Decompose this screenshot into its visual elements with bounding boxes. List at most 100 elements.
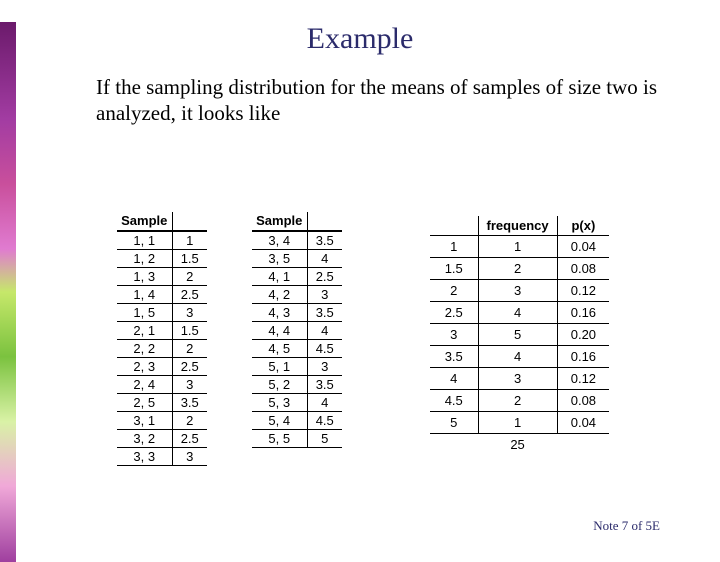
table-row: 5, 13	[252, 358, 342, 376]
table-row: 3, 12	[117, 412, 207, 430]
table-row: 2, 11.5	[117, 322, 207, 340]
table-row: 1, 42.5	[117, 286, 207, 304]
xbar-cell: 5	[430, 412, 478, 434]
sample-header-blank	[307, 212, 342, 231]
frequency-cell: 4	[478, 346, 557, 368]
sample-cell: 3, 3	[117, 448, 172, 466]
mean-cell: 2.5	[172, 430, 207, 448]
sample-cell: 1, 1	[117, 231, 172, 250]
sample-cell: 2, 3	[117, 358, 172, 376]
sample-cell: 5, 4	[252, 412, 307, 430]
frequency-cell: 1	[478, 412, 557, 434]
sample-cell: 4, 2	[252, 286, 307, 304]
mean-cell: 1	[172, 231, 207, 250]
xbar-cell: 4	[430, 368, 478, 390]
table-row: 3, 54	[252, 250, 342, 268]
table-row: 350.20	[430, 324, 609, 346]
table-row: 2, 32.5	[117, 358, 207, 376]
table-row: 5, 23.5	[252, 376, 342, 394]
table-row: 4, 33.5	[252, 304, 342, 322]
mean-cell: 4	[307, 250, 342, 268]
xbar-cell: 3	[430, 324, 478, 346]
table-row: 230.12	[430, 280, 609, 302]
freq-total-row: 25	[430, 434, 609, 456]
xbar-cell: 2.5	[430, 302, 478, 324]
mean-cell: 2	[172, 412, 207, 430]
sample-cell: 5, 3	[252, 394, 307, 412]
frequency-table: frequency p(x) 110.041.520.08230.122.540…	[430, 216, 609, 455]
mean-cell: 4.5	[307, 412, 342, 430]
sample-cell: 5, 1	[252, 358, 307, 376]
sample-cell: 1, 5	[117, 304, 172, 322]
frequency-cell: 1	[478, 236, 557, 258]
px-cell: 0.20	[557, 324, 609, 346]
table-row: 4, 44	[252, 322, 342, 340]
sample-table-left: Sample 1, 111, 21.51, 321, 42.51, 532, 1…	[117, 212, 207, 466]
table-row: 1, 32	[117, 268, 207, 286]
blank-cell	[430, 434, 478, 456]
sample-cell: 3, 2	[117, 430, 172, 448]
body-paragraph: If the sampling distribution for the mea…	[96, 74, 660, 127]
px-cell: 0.12	[557, 368, 609, 390]
sample-cell: 5, 5	[252, 430, 307, 448]
mean-cell: 2.5	[172, 286, 207, 304]
px-cell: 0.16	[557, 302, 609, 324]
px-cell: 0.04	[557, 236, 609, 258]
sample-cell: 3, 5	[252, 250, 307, 268]
sample-cell: 2, 1	[117, 322, 172, 340]
xbar-cell: 2	[430, 280, 478, 302]
frequency-cell: 3	[478, 368, 557, 390]
table-row: 510.04	[430, 412, 609, 434]
mean-cell: 2.5	[307, 268, 342, 286]
mean-cell: 2	[172, 268, 207, 286]
table-row: 3, 33	[117, 448, 207, 466]
table-row: 3.540.16	[430, 346, 609, 368]
mean-cell: 2.5	[172, 358, 207, 376]
px-cell: 0.08	[557, 390, 609, 412]
frequency-cell: 2	[478, 390, 557, 412]
sample-cell: 4, 1	[252, 268, 307, 286]
table-row: 110.04	[430, 236, 609, 258]
mean-cell: 4	[307, 322, 342, 340]
mean-cell: 5	[307, 430, 342, 448]
table-row: 1, 53	[117, 304, 207, 322]
sample-cell: 2, 4	[117, 376, 172, 394]
blank-cell	[557, 434, 609, 456]
table-row: 3, 22.5	[117, 430, 207, 448]
mean-cell: 3	[307, 286, 342, 304]
px-cell: 0.04	[557, 412, 609, 434]
sample-header-blank	[172, 212, 207, 231]
mean-cell: 4	[307, 394, 342, 412]
table-row: 430.12	[430, 368, 609, 390]
table-row: 4, 23	[252, 286, 342, 304]
sample-cell: 1, 4	[117, 286, 172, 304]
table-row: 4.520.08	[430, 390, 609, 412]
sample-cell: 3, 1	[117, 412, 172, 430]
table-row: 1, 21.5	[117, 250, 207, 268]
mean-cell: 3	[172, 304, 207, 322]
footer-note: Note 7 of 5E	[593, 518, 660, 534]
mean-cell: 3.5	[307, 231, 342, 250]
page-title: Example	[0, 22, 720, 56]
xbar-cell: 4.5	[430, 390, 478, 412]
mean-cell: 3.5	[307, 376, 342, 394]
table-row: 4, 54.5	[252, 340, 342, 358]
sample-cell: 4, 5	[252, 340, 307, 358]
table-row: 1, 11	[117, 231, 207, 250]
table-row: 2, 22	[117, 340, 207, 358]
sample-table-right: Sample 3, 43.53, 544, 12.54, 234, 33.54,…	[252, 212, 342, 448]
side-accent-bar	[0, 22, 16, 562]
table-row: 2.540.16	[430, 302, 609, 324]
sample-cell: 2, 5	[117, 394, 172, 412]
table-row: 3, 43.5	[252, 231, 342, 250]
px-cell: 0.16	[557, 346, 609, 368]
table-row: 5, 44.5	[252, 412, 342, 430]
table-row: 4, 12.5	[252, 268, 342, 286]
frequency-cell: 3	[478, 280, 557, 302]
table-row: 1.520.08	[430, 258, 609, 280]
mean-cell: 1.5	[172, 322, 207, 340]
mean-cell: 1.5	[172, 250, 207, 268]
sample-cell: 5, 2	[252, 376, 307, 394]
freq-header-frequency: frequency	[478, 216, 557, 236]
mean-cell: 3.5	[172, 394, 207, 412]
